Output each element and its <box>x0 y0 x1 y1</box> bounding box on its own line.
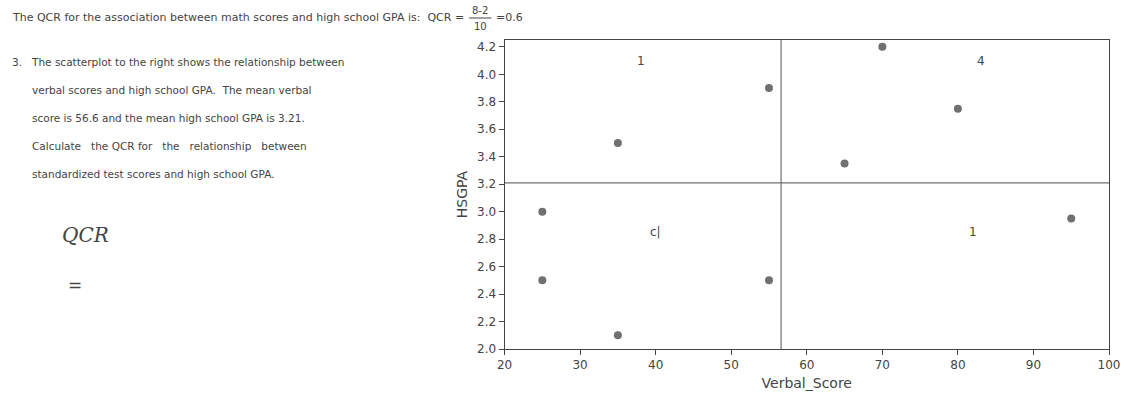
svg-text:10: 10 <box>474 21 487 32</box>
svg-text:80: 80 <box>950 358 965 372</box>
svg-text:3.2: 3.2 <box>477 177 496 191</box>
svg-text:4.2: 4.2 <box>477 40 496 54</box>
svg-text:The QCR for the association be: The QCR for the association between math… <box>12 11 464 24</box>
svg-text:3.0: 3.0 <box>477 205 496 219</box>
svg-text:50: 50 <box>724 358 739 372</box>
svg-text:3.6: 3.6 <box>477 122 496 136</box>
svg-text:2.6: 2.6 <box>477 260 496 274</box>
svg-text:60: 60 <box>799 358 814 372</box>
svg-text:2.0: 2.0 <box>477 342 496 356</box>
svg-text:Calculate the QCR for the: Calculate the QCR for the relationship b… <box>12 140 307 152</box>
svg-text:70: 70 <box>875 358 890 372</box>
svg-text:=0.6: =0.6 <box>496 11 523 24</box>
svg-text:1: 1 <box>969 225 977 239</box>
svg-text:2.2: 2.2 <box>477 315 496 329</box>
svg-text:4: 4 <box>977 54 985 68</box>
svg-text:20: 20 <box>497 358 512 372</box>
svg-text:1: 1 <box>637 54 645 68</box>
svg-text:standardized test scores and h: standardized test scores and high school… <box>12 168 274 180</box>
svg-text:4.0: 4.0 <box>477 68 496 82</box>
svg-text:score is 56.6 and the mean hig: score is 56.6 and the mean high school G… <box>12 112 305 124</box>
svg-text:8-2: 8-2 <box>472 5 488 16</box>
svg-text:verbal scores and high school: verbal scores and high school GPA. The m… <box>12 84 312 96</box>
svg-text:3.4: 3.4 <box>477 150 496 164</box>
svg-text:2.8: 2.8 <box>477 232 496 246</box>
svg-text:=: = <box>68 275 82 295</box>
svg-text:40: 40 <box>648 358 663 372</box>
svg-text:90: 90 <box>1026 358 1041 372</box>
svg-text:2.4: 2.4 <box>477 287 496 301</box>
svg-text:QCR: QCR <box>62 223 109 247</box>
svg-text:3.8: 3.8 <box>477 95 496 109</box>
svg-text:c|: c| <box>650 225 661 239</box>
svg-text:Verbal_Score: Verbal_Score <box>762 375 852 391</box>
svg-text:100: 100 <box>1098 358 1121 372</box>
svg-text:3. The scatterplot to the ri: 3. The scatterplot to the right shows th… <box>12 56 344 68</box>
svg-text:30: 30 <box>572 358 587 372</box>
svg-text:HSGPA: HSGPA <box>454 170 470 218</box>
